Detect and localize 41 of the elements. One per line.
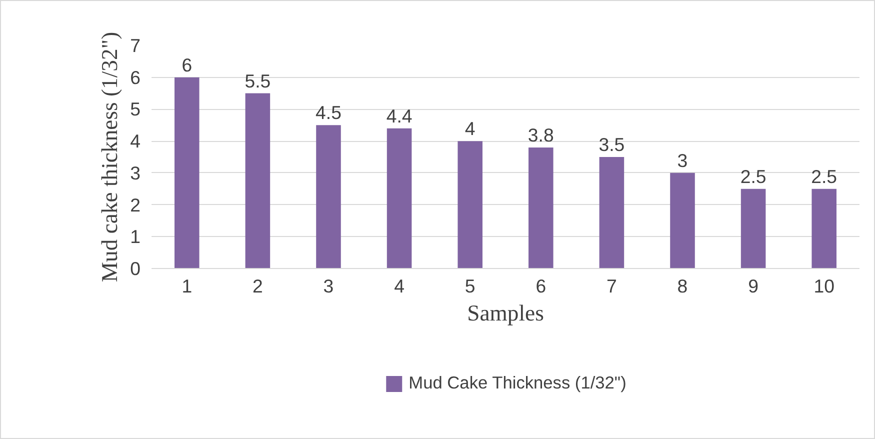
y-tick-label: 3 bbox=[130, 162, 141, 184]
y-tick-label: 1 bbox=[130, 226, 141, 248]
bar bbox=[386, 128, 412, 268]
x-tick-label: 6 bbox=[536, 276, 546, 296]
x-tick-label: 2 bbox=[252, 276, 263, 296]
y-tick-label: 5 bbox=[130, 98, 141, 120]
data-label: 3 bbox=[677, 150, 688, 171]
x-tick-label: 9 bbox=[748, 276, 759, 296]
x-tick-label: 4 bbox=[394, 276, 405, 296]
bar bbox=[316, 125, 341, 268]
data-label: 4.5 bbox=[316, 102, 342, 124]
y-tick-label: 2 bbox=[130, 194, 141, 216]
data-label: 3.5 bbox=[598, 134, 625, 155]
bar bbox=[528, 147, 554, 268]
y-tick-label: 4 bbox=[130, 130, 141, 152]
legend-label: Mud Cake Thickness (1/32") bbox=[408, 372, 626, 394]
data-label: 6 bbox=[182, 54, 192, 76]
bar bbox=[812, 188, 836, 268]
data-label: 3.8 bbox=[528, 124, 554, 146]
data-label: 4.4 bbox=[386, 105, 412, 126]
bar bbox=[599, 157, 624, 268]
x-tick-label: 1 bbox=[182, 276, 192, 296]
x-axis-title: Samples bbox=[467, 300, 544, 326]
x-tick-label: 8 bbox=[677, 276, 688, 296]
x-tick-label: 10 bbox=[814, 276, 834, 296]
bar bbox=[670, 172, 695, 268]
x-tick-label: 3 bbox=[323, 276, 334, 296]
data-label: 2.5 bbox=[811, 166, 838, 187]
y-axis-title: Mud cake thickness (1/32") bbox=[97, 32, 122, 282]
data-label: 4 bbox=[464, 118, 476, 140]
bar bbox=[458, 141, 482, 268]
x-tick-label: 7 bbox=[606, 276, 617, 296]
y-tick-label: 6 bbox=[130, 66, 141, 88]
bar bbox=[740, 188, 766, 268]
data-label: 5.5 bbox=[244, 70, 271, 92]
bar bbox=[245, 93, 270, 268]
x-tick-label: 5 bbox=[464, 276, 476, 296]
data-label: 2.5 bbox=[740, 166, 766, 187]
bar bbox=[174, 77, 200, 268]
y-tick-label: 7 bbox=[130, 35, 141, 56]
y-tick-label: 0 bbox=[130, 258, 141, 279]
